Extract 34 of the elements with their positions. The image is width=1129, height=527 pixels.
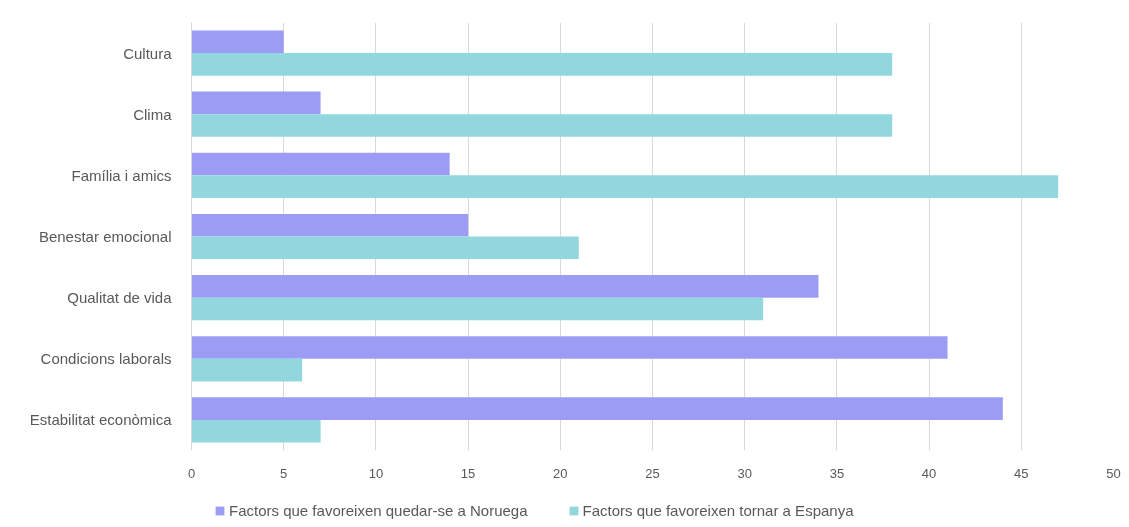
bar: [191, 30, 284, 54]
bar: [191, 419, 321, 443]
x-tick-label: 45: [1014, 465, 1029, 481]
y-tick-label: Clima: [133, 105, 173, 123]
x-tick-label: 50: [1106, 465, 1121, 481]
bar: [191, 236, 579, 260]
bar: [191, 336, 948, 359]
x-tick-label: 0: [187, 465, 196, 481]
x-tick-label: 10: [368, 465, 384, 481]
bar: [191, 275, 819, 298]
bar: [191, 53, 893, 76]
legend-label: Factors que favoreixen quedar-se a Noruega: [229, 502, 528, 519]
bar: [191, 91, 321, 115]
legend-label: Factors que favoreixen tornar a Espanya: [582, 502, 854, 519]
bar: [191, 114, 893, 137]
x-tick-label: 40: [921, 465, 937, 481]
bar: [191, 297, 764, 321]
x-tick-label: 20: [553, 465, 568, 481]
x-tick-label: 25: [645, 465, 660, 481]
y-tick-label: Condicions laborals: [40, 350, 172, 368]
x-tick-label: 15: [460, 465, 476, 481]
y-tick-label: Cultura: [123, 44, 173, 62]
y-tick-label: Estabilitat econòmica: [29, 411, 173, 429]
y-tick-label: Benestar emocional: [38, 228, 172, 245]
bar: [191, 152, 450, 176]
y-tick-label: Qualitat de vida: [67, 289, 173, 307]
bar: [191, 213, 469, 237]
x-tick-label: 35: [829, 465, 845, 481]
x-tick-label: 5: [280, 465, 288, 481]
bar: [191, 175, 1059, 198]
y-tick-label: Família i amics: [71, 166, 172, 184]
bar: [191, 358, 303, 382]
bar: [191, 397, 1003, 420]
x-tick-label: 30: [737, 465, 752, 481]
